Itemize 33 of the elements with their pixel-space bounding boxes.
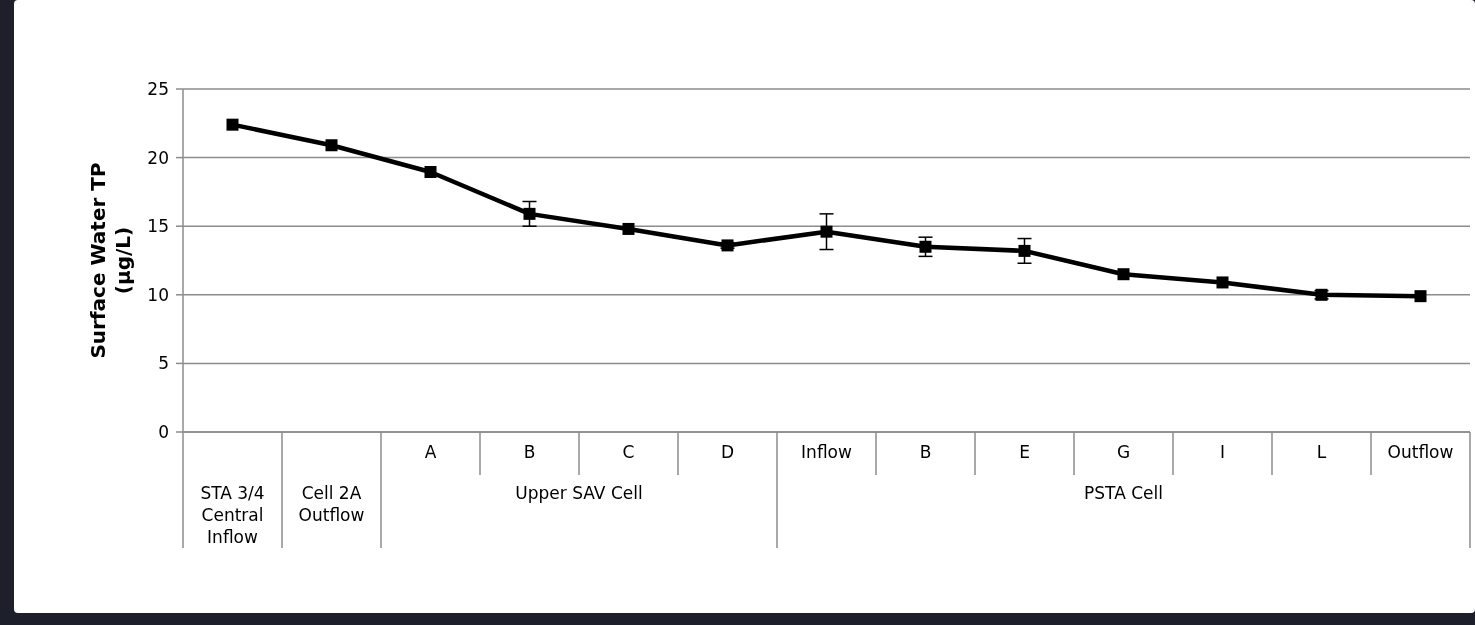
x-tick-label: Inflow: [801, 442, 852, 462]
point: [1216, 276, 1229, 289]
point: [919, 240, 932, 253]
point: [1018, 244, 1031, 257]
text: Upper SAV Cell: [515, 483, 643, 503]
text: PSTA Cell: [1084, 483, 1163, 503]
point: [1414, 290, 1427, 303]
y-axis-title: Surface Water TP (µg/L): [86, 162, 135, 359]
x-tick-label: I: [1219, 442, 1226, 462]
point: [523, 207, 536, 220]
x-tick-label: Outflow: [1387, 442, 1454, 462]
x-tick-label: G: [1116, 442, 1131, 462]
x-tick-label: E: [1019, 442, 1030, 462]
point: [622, 222, 635, 235]
y-tick-label: 10: [147, 284, 169, 305]
y-tick-label: 15: [147, 216, 169, 237]
point: [424, 166, 437, 179]
x-tick-label: L: [1316, 442, 1327, 462]
x-tick-label: B: [523, 442, 536, 462]
x-tick-label: A: [424, 442, 437, 462]
y-tick-label: 25: [147, 78, 169, 99]
y-tick-label: 5: [158, 353, 169, 374]
x-tick-label: C: [622, 442, 635, 462]
text: STA 3/4 Central Inflow: [200, 483, 265, 547]
point: [1117, 268, 1130, 281]
point: [226, 118, 239, 131]
y-tick-label: 20: [147, 147, 169, 168]
text: Cell 2A Outflow: [298, 483, 365, 525]
x-tick-label: D: [720, 442, 735, 462]
point: [325, 139, 338, 152]
point: [820, 225, 833, 238]
x-tick-label: B: [919, 442, 932, 462]
y-tick-label: 0: [158, 421, 169, 442]
